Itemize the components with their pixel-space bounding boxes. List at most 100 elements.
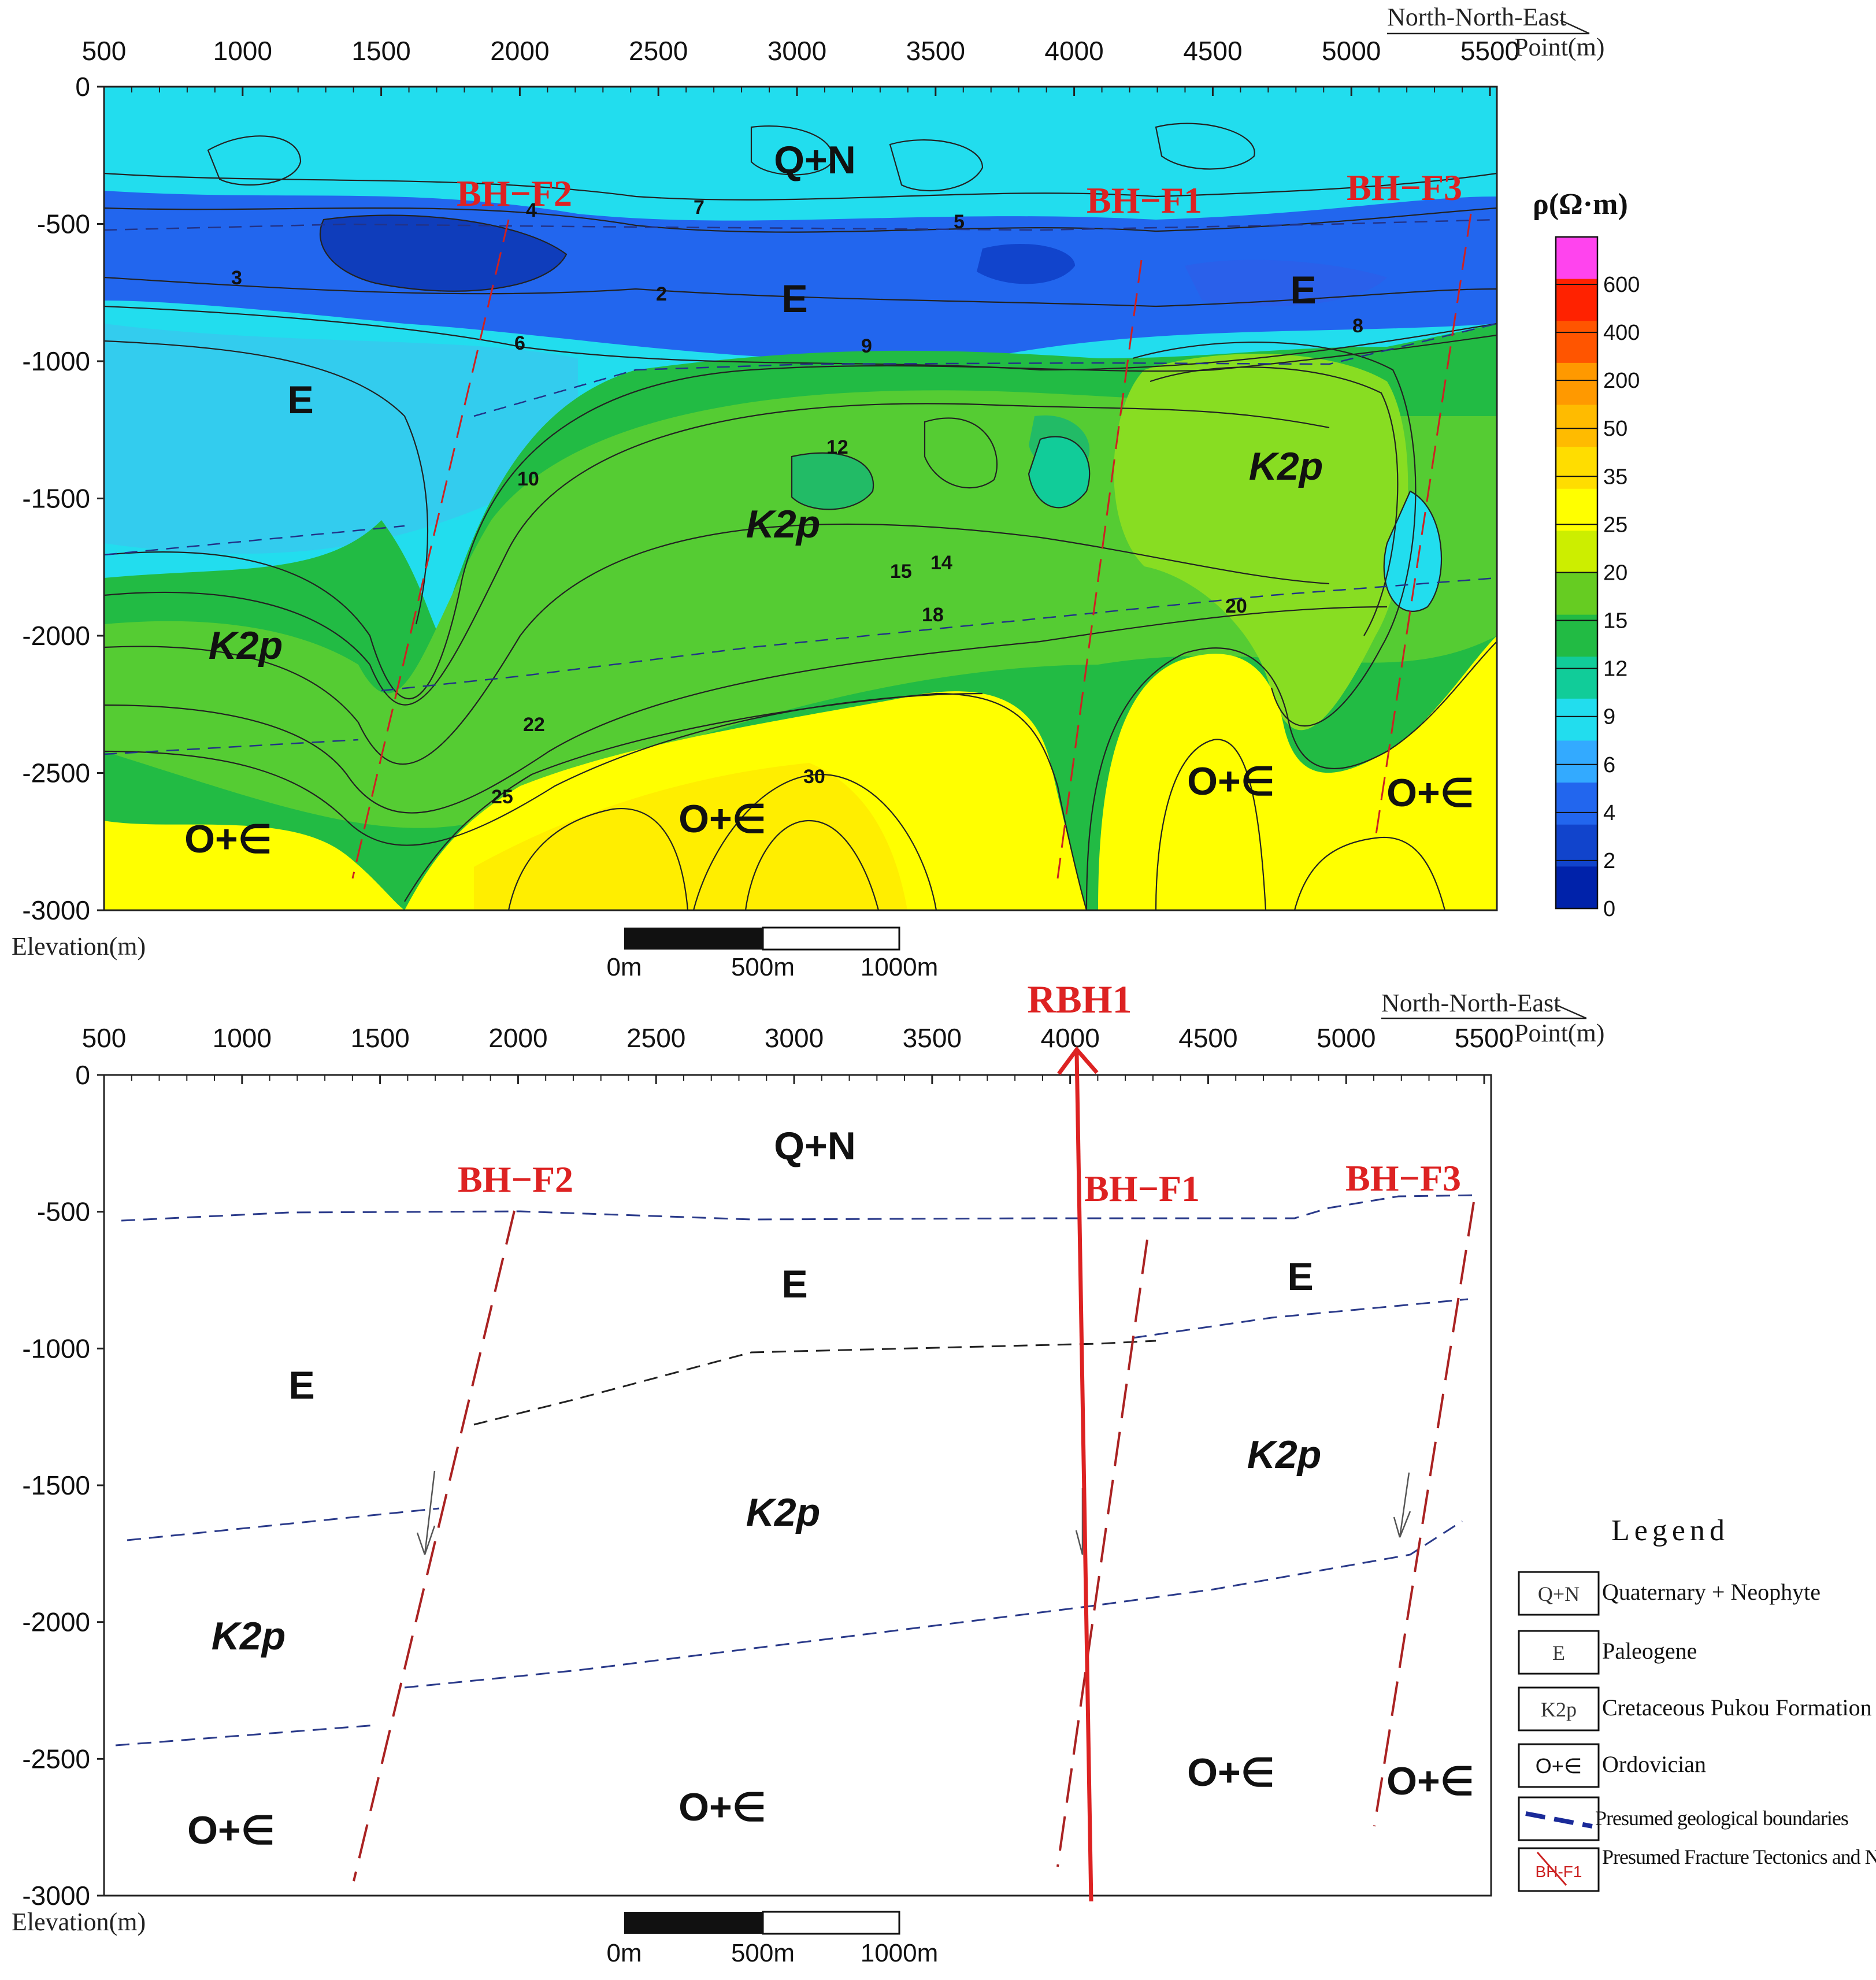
legend-item-boundaries: Presumed geological boundaries xyxy=(1518,1796,1849,1841)
fault-label-bh-f2-bottom: BH−F2 xyxy=(458,1159,573,1200)
y-tick-label: 0 xyxy=(75,1060,90,1090)
formation-e-top-1: E xyxy=(781,277,807,321)
x-tick-label: 1500 xyxy=(351,36,410,66)
svg-text:Presumed geological boundaries: Presumed geological boundaries xyxy=(1595,1807,1848,1830)
x-tick-label: 4000 xyxy=(1044,36,1103,66)
elevation-label-top: Elevation(m) xyxy=(12,932,146,961)
legend-title: Legend xyxy=(1611,1514,1729,1547)
colorbar-label: 9 xyxy=(1603,705,1615,729)
y-tick-label: 0 xyxy=(75,72,90,102)
x-tick-label: 1500 xyxy=(350,1023,409,1053)
colorbar-label: 25 xyxy=(1603,513,1627,537)
contour-label: 15 xyxy=(890,561,912,583)
y-tick-label: -500 xyxy=(37,209,90,239)
x-tick-label: 5000 xyxy=(1322,36,1381,66)
colorbar-swatch xyxy=(1556,279,1597,322)
y-tick-label: -1500 xyxy=(22,484,90,514)
colorbar-label: 15 xyxy=(1603,609,1627,633)
direction-label-bottom: North-North-East xyxy=(1381,989,1560,1017)
x-tick-label: 1000 xyxy=(213,1023,272,1053)
svg-text:Ordovician: Ordovician xyxy=(1602,1751,1706,1777)
contour-label: 6 xyxy=(514,332,525,354)
formation-e-top-3: E xyxy=(287,378,313,422)
x-tick-label: 4000 xyxy=(1040,1023,1099,1053)
formation-qn-top: Q+N xyxy=(774,138,856,182)
contour-label: 3 xyxy=(231,267,242,289)
legend-item-faults: BH-F1 Presumed Fracture Tectonics and Nu… xyxy=(1518,1845,1876,1892)
contour-label: 14 xyxy=(930,552,952,574)
svg-text:E: E xyxy=(1552,1641,1565,1664)
contour-label: 20 xyxy=(1225,595,1247,617)
colorbar-label: 20 xyxy=(1603,561,1627,585)
colorbar-swatch xyxy=(1556,698,1597,741)
y-tick-label: -1000 xyxy=(22,346,90,376)
x-tick-label: 4500 xyxy=(1178,1023,1237,1053)
point-label-top: Point(m) xyxy=(1514,33,1604,61)
colorbar-label: 600 xyxy=(1603,273,1640,297)
y-tick-label: -3000 xyxy=(22,1881,90,1911)
svg-text:O+∈: O+∈ xyxy=(1536,1754,1582,1778)
formation-o-bottom-1: O+∈ xyxy=(1187,1751,1275,1794)
formation-qn-bottom: Q+N xyxy=(774,1124,856,1168)
x-tick-label: 2000 xyxy=(490,36,549,66)
contour-label: 22 xyxy=(523,714,545,736)
fault-lines-top xyxy=(351,213,1472,879)
colorbar-label: 200 xyxy=(1603,369,1640,393)
colorbar-swatch xyxy=(1556,573,1597,615)
colorbar-swatch xyxy=(1556,783,1597,825)
well-rbh1: RBH1 xyxy=(1027,977,1132,1902)
contour-label: 4 xyxy=(526,199,537,221)
top-axes: 500 1000 1500 2000 2500 3000 3500 4000 4500 5000 5… xyxy=(12,3,1604,961)
formation-o-top-2: O+∈ xyxy=(1187,759,1275,803)
colorbar-title: ρ(Ω·m) xyxy=(1533,188,1628,221)
y-tick-label: -1000 xyxy=(22,1333,90,1363)
y-tick-label: -2000 xyxy=(22,621,90,651)
legend-item-e: E Paleogene xyxy=(1518,1630,1697,1675)
top-y-ticks: 0 -500 -1000 -1500 -2000 -2500 -3000 xyxy=(22,72,104,925)
x-tick-label: 2500 xyxy=(629,36,688,66)
y-tick-label: -2500 xyxy=(22,1744,90,1774)
colorbar-label: 6 xyxy=(1603,753,1615,777)
fault-label-bh-f3-top: BH−F3 xyxy=(1347,167,1462,208)
formation-o-bottom-2: O+∈ xyxy=(1386,1759,1474,1803)
top-x-ticks: 500 1000 1500 2000 2500 3000 3500 4000 4500 5000 5… xyxy=(82,36,1519,96)
legend: Legend Q+N Quaternary + Neophyte E Paleo… xyxy=(1518,1514,1876,1892)
contour-label: 30 xyxy=(803,766,825,788)
x-tick-label: 500 xyxy=(82,1023,127,1053)
x-tick-label: 3000 xyxy=(765,1023,824,1053)
scale-label-0: 0m xyxy=(606,1939,642,1967)
y-tick-label: -2500 xyxy=(22,758,90,788)
svg-text:Paleogene: Paleogene xyxy=(1602,1638,1697,1664)
x-tick-label: 500 xyxy=(82,36,127,66)
direction-label-top: North-North-East xyxy=(1387,3,1566,31)
formation-o-top-4: O+∈ xyxy=(184,817,272,861)
legend-item-ordovician: O+∈ Ordovician xyxy=(1518,1743,1706,1788)
colorbar-swatch xyxy=(1556,614,1597,658)
bottom-x-ticks: 500 1000 1500 2000 2500 3000 3500 4000 4500 5000 5… xyxy=(82,1023,1514,1084)
contour-label: 9 xyxy=(861,335,872,357)
formation-k2p-top-1: K2p xyxy=(746,502,820,546)
formation-k2p-bottom-1: K2p xyxy=(1247,1433,1321,1477)
resistivity-map xyxy=(104,87,1497,910)
svg-text:Cretaceous Pukou Formation: Cretaceous Pukou Formation xyxy=(1602,1695,1872,1721)
contour-label: 8 xyxy=(1352,315,1363,337)
x-tick-label: 3000 xyxy=(768,36,826,66)
formation-k2p-top-2: K2p xyxy=(1249,444,1323,488)
legend-item-k2p: K2p Cretaceous Pukou Formation xyxy=(1518,1686,1872,1731)
colorbar-label: 4 xyxy=(1603,801,1615,825)
scale-bar-bottom: 0m 500m 1000m xyxy=(606,1911,938,1967)
point-label-bottom: Point(m) xyxy=(1514,1019,1604,1047)
contour-label: 7 xyxy=(694,196,705,218)
formation-o-top-3: O+∈ xyxy=(1386,771,1474,815)
svg-text:Q+N: Q+N xyxy=(1538,1582,1580,1605)
colorbar-swatch xyxy=(1556,866,1597,909)
x-tick-label: 2000 xyxy=(488,1023,547,1053)
colorbar-label: 400 xyxy=(1603,321,1640,345)
formation-o-bottom-3: O+∈ xyxy=(679,1785,766,1829)
well-label: RBH1 xyxy=(1027,977,1132,1021)
legend-item-qn: Q+N Quaternary + Neophyte xyxy=(1518,1571,1821,1616)
colorbar-swatch xyxy=(1556,362,1597,406)
formation-e-bottom-1: E xyxy=(781,1262,807,1306)
